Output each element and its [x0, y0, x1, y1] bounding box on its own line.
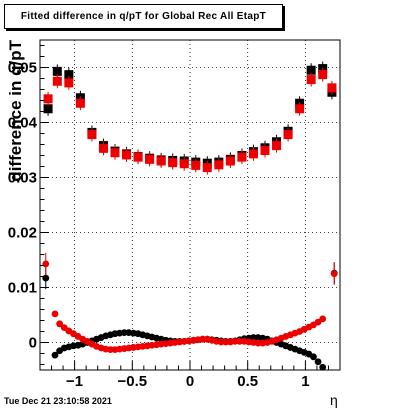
data-point [319, 363, 327, 371]
x-tick-label: 0.5 [237, 373, 258, 390]
data-point [191, 160, 201, 170]
data-point [202, 163, 212, 173]
data-point [145, 154, 155, 164]
chart-title-box: Fitted difference in q/pT for Global Rec… [4, 4, 283, 29]
data-point [51, 351, 59, 359]
data-point [319, 315, 327, 323]
data-point [75, 98, 85, 108]
data-point [51, 310, 59, 318]
data-point [314, 358, 322, 366]
data-point [283, 130, 293, 140]
data-point [237, 152, 247, 162]
data-point [272, 141, 282, 151]
data-series [42, 61, 338, 371]
data-point [43, 104, 53, 114]
data-point [64, 70, 74, 80]
x-tick-label: −1 [66, 373, 83, 390]
grid-lines [40, 40, 340, 370]
data-point [156, 156, 166, 166]
data-point [248, 149, 258, 159]
data-point [306, 75, 316, 85]
data-point [260, 146, 270, 156]
data-point [52, 76, 62, 86]
data-point [310, 353, 317, 361]
data-point [64, 78, 74, 88]
data-point [318, 70, 328, 80]
data-point [133, 152, 143, 162]
data-point [98, 143, 108, 153]
y-tick-label: 0.01 [8, 280, 37, 297]
data-point [87, 130, 97, 140]
axes: −1 −0.5 0 0.5 1 0 0.01 0.02 0.03 0.04 0.05 [8, 45, 329, 390]
data-point [122, 150, 132, 160]
data-point [42, 260, 50, 268]
y-tick-label: 0.04 [8, 115, 38, 132]
data-point [42, 274, 50, 282]
x-tick-label: 1 [301, 373, 309, 390]
data-point [110, 148, 120, 158]
data-point [295, 104, 305, 114]
timestamp: Tue Dec 21 23:10:58 2021 [4, 396, 112, 406]
data-point [43, 94, 53, 104]
x-tick-label: 0 [186, 373, 194, 390]
data-point [214, 160, 224, 170]
series-3 [42, 252, 338, 354]
y-tick-label: 0 [29, 335, 37, 352]
x-tick-label: −0.5 [117, 373, 147, 390]
y-tick-label: 0.05 [8, 60, 37, 77]
y-axis-label: difference in q/pT [6, 39, 25, 181]
data-point [225, 156, 235, 166]
data-point [327, 83, 337, 93]
y-tick-label: 0.02 [8, 225, 37, 242]
series-1 [43, 67, 337, 175]
data-point [168, 158, 178, 168]
y-tick-label: 0.03 [8, 170, 37, 187]
data-point [56, 320, 64, 328]
chart-title: Fitted difference in q/pT for Global Rec… [20, 11, 267, 22]
x-axis-label: η [330, 392, 338, 408]
data-point [179, 159, 189, 169]
data-point [330, 270, 338, 278]
series-0 [43, 61, 337, 171]
data-point [306, 65, 316, 75]
data-point [52, 66, 62, 76]
